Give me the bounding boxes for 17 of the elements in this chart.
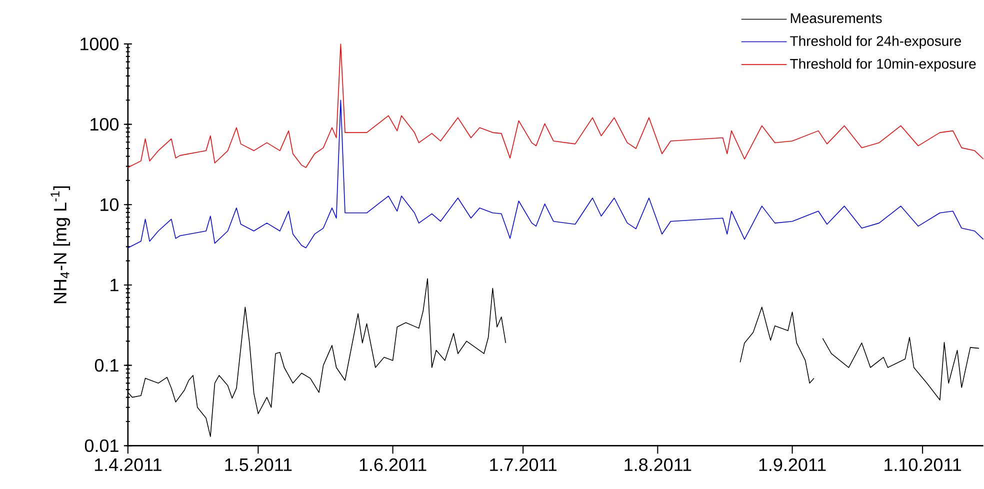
y-tick-label: 1 <box>110 278 118 292</box>
x-tick-label: 1.8.2011 <box>624 458 692 472</box>
y-tick-label: 1000 <box>80 38 119 50</box>
x-tick-label: 1.10.2011 <box>884 458 962 472</box>
y-tick-label: 10 <box>100 198 119 212</box>
y-axis-title: NH$_{4}$-N [mg L$^{-1}$] <box>50 186 70 304</box>
x-tick-label: 1.7.2011 <box>490 458 557 472</box>
x-tick-label: 1.5.2011 <box>225 458 292 472</box>
x-tick-label: 1.4.2011 <box>94 458 162 472</box>
y-tick-label: 0.01 <box>84 439 118 452</box>
x-tick-label: 1.9.2011 <box>759 458 826 472</box>
legend-label: Measurements <box>790 14 882 24</box>
legend-label: Threshold for 24h-exposure <box>790 36 961 49</box>
y-tick-label: 100 <box>90 118 119 131</box>
y-tick-label: 0.1 <box>94 359 118 372</box>
x-tick-label: 1.6.2011 <box>360 458 426 472</box>
legend-label: Threshold for 10min-exposure <box>790 58 976 72</box>
